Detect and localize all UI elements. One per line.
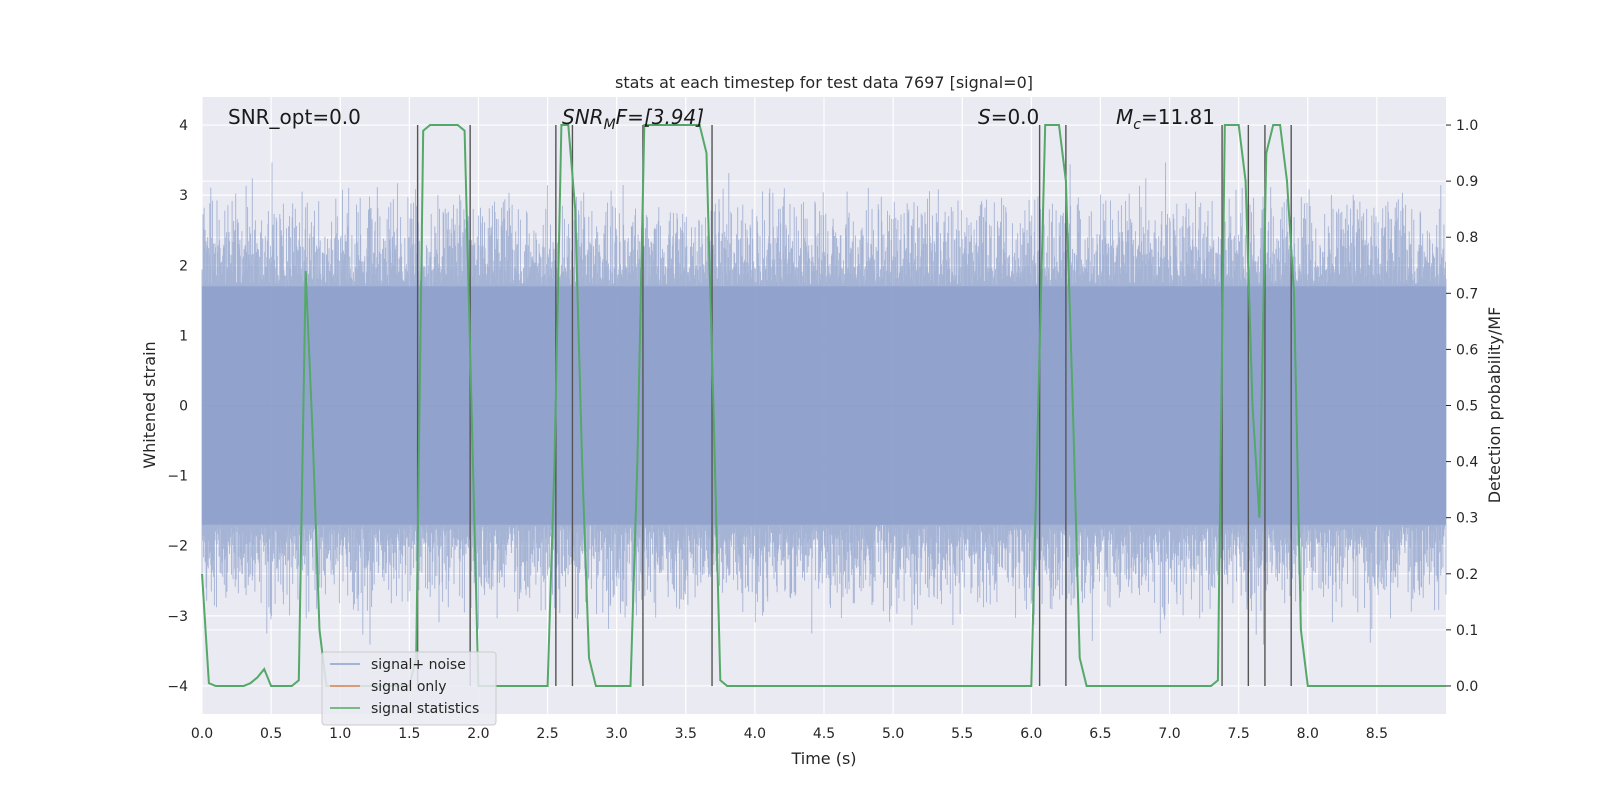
y-tick-label: 0 [179, 399, 188, 415]
x-tick-label: 1.0 [329, 726, 351, 742]
x-tick-label: 7.5 [1228, 726, 1250, 742]
x-axis-label: Time (s) [790, 749, 856, 768]
y-tick-label: −3 [167, 609, 188, 625]
noise-series [201, 162, 1447, 645]
legend-label-signal-only: signal only [371, 679, 446, 695]
y-right-axis-label: Detection probability/MF [1485, 307, 1504, 504]
x-tick-label: 8.0 [1297, 726, 1319, 742]
x-tick-label: 3.5 [675, 726, 697, 742]
y-right-tick-label: 0.0 [1456, 679, 1478, 695]
y-right-tick-label: 0.2 [1456, 567, 1478, 583]
y-right-tick-label: 0.4 [1456, 455, 1478, 471]
y-tick-label: 2 [179, 258, 188, 274]
y-right-tick-label: 0.3 [1456, 511, 1478, 527]
x-axis-ticks: 0.0 0.5 1.0 1.5 2.0 2.5 3.0 3.5 4.0 4.5 5.0 5.5 6.0 6… [191, 726, 1388, 742]
y-right-tick-label: 1.0 [1456, 118, 1478, 134]
y-tick-label: 1 [179, 328, 188, 344]
annotation-s: S=0.0 [978, 105, 1039, 129]
y-tick-label: −2 [167, 539, 188, 555]
x-tick-label: 0.5 [260, 726, 282, 742]
y-right-tick-label: 0.1 [1456, 623, 1478, 639]
legend: signal+ noise signal only signal statist… [321, 651, 497, 726]
annotations: SNR_opt=0.0 SNRMF=[3.94] S=0.0 Mc=11.81 [228, 105, 1215, 133]
noise-core-band [202, 286, 1446, 525]
legend-label-statistics: signal statistics [371, 701, 479, 717]
y-tick-label: −1 [167, 469, 188, 485]
statistics-line [201, 124, 1446, 687]
y-right-tick-label: 0.8 [1456, 230, 1478, 246]
y-right-tick-label: 0.6 [1456, 342, 1478, 358]
x-tick-label: 1.5 [398, 726, 420, 742]
x-tick-label: 6.0 [1020, 726, 1042, 742]
y-right-tick-label: 0.9 [1456, 174, 1478, 190]
annotation-snr-mf: SNRMF=[3.94] [562, 105, 704, 133]
annotation-snr-opt: SNR_opt=0.0 [228, 105, 361, 129]
x-tick-label: 5.0 [882, 726, 904, 742]
x-tick-label: 6.5 [1089, 726, 1111, 742]
x-tick-label: 5.5 [951, 726, 973, 742]
x-tick-label: 4.0 [744, 726, 766, 742]
x-tick-label: 7.0 [1158, 726, 1180, 742]
y-axis-label: Whitened strain [140, 341, 159, 468]
x-tick-label: 4.5 [813, 726, 835, 742]
y-right-tick-label: 0.5 [1456, 399, 1478, 415]
y-right-tick-label: 0.7 [1456, 286, 1478, 302]
x-tick-label: 2.0 [467, 726, 489, 742]
y-tick-label: −4 [167, 679, 188, 695]
y-tick-label: 3 [179, 188, 188, 204]
y-axis-ticks: 4 3 2 1 0 −1 −2 −3 −4 [167, 118, 188, 695]
x-tick-label: 3.0 [606, 726, 628, 742]
legend-label-noise: signal+ noise [371, 657, 466, 673]
x-tick-label: 2.5 [536, 726, 558, 742]
legend-box [321, 651, 497, 726]
x-tick-label: 0.0 [191, 726, 213, 742]
annotation-mc: Mc=11.81 [1116, 105, 1215, 133]
y-tick-label: 4 [179, 118, 188, 134]
x-tick-label: 8.5 [1366, 726, 1388, 742]
y-right-axis-ticks: 1.0 0.9 0.8 0.7 0.6 0.5 0.4 0.3 0.2 0.1 0.0 [1446, 118, 1478, 695]
signal-statistics-series [201, 124, 1446, 687]
chart-title: stats at each timestep for test data 769… [615, 73, 1033, 92]
